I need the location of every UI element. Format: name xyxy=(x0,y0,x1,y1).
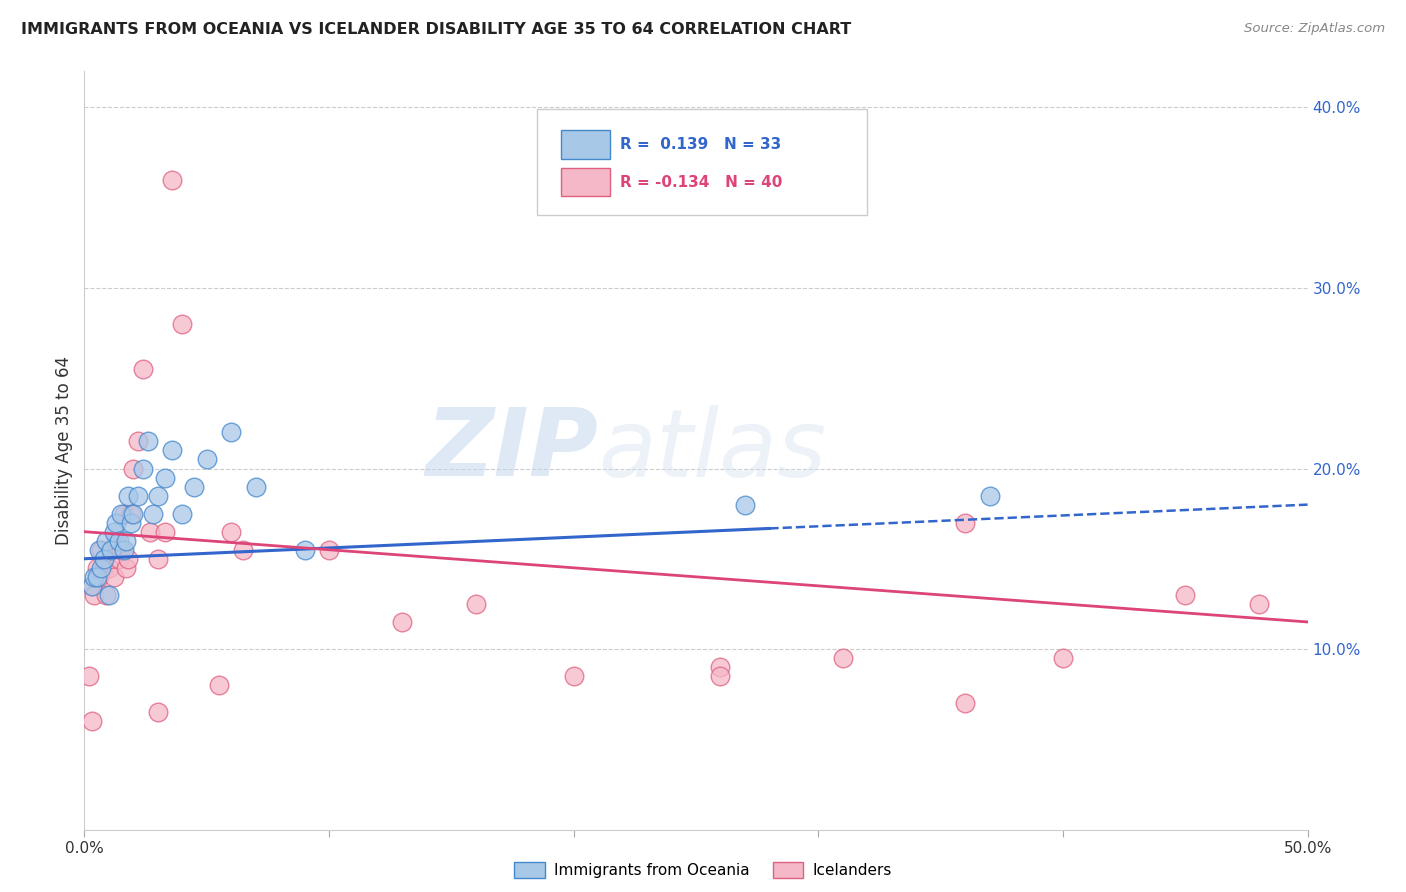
Point xyxy=(153,470,176,484)
Point xyxy=(110,507,132,521)
Point xyxy=(172,507,194,521)
Point xyxy=(112,542,135,557)
Point xyxy=(115,533,138,548)
Point xyxy=(1174,588,1197,602)
Point xyxy=(318,542,340,557)
Point xyxy=(83,570,105,584)
Point xyxy=(107,551,129,566)
Text: atlas: atlas xyxy=(598,405,827,496)
Point xyxy=(105,516,128,530)
Point xyxy=(80,579,103,593)
Legend: Immigrants from Oceania, Icelanders: Immigrants from Oceania, Icelanders xyxy=(508,856,898,884)
Point xyxy=(245,479,267,493)
Point xyxy=(709,669,731,683)
Point xyxy=(117,551,139,566)
Point xyxy=(146,551,169,566)
Point xyxy=(1052,651,1074,665)
Point xyxy=(90,542,112,557)
Point xyxy=(132,362,155,376)
Point xyxy=(86,561,108,575)
Point xyxy=(953,516,976,530)
Text: R =  0.139   N = 33: R = 0.139 N = 33 xyxy=(620,136,782,152)
Point xyxy=(87,570,110,584)
Point xyxy=(77,669,100,683)
Point xyxy=(115,561,138,575)
Point xyxy=(100,542,122,557)
Point xyxy=(136,434,159,449)
Point xyxy=(103,524,125,539)
Text: IMMIGRANTS FROM OCEANIA VS ICELANDER DISABILITY AGE 35 TO 64 CORRELATION CHART: IMMIGRANTS FROM OCEANIA VS ICELANDER DIS… xyxy=(21,22,852,37)
Point xyxy=(139,524,162,539)
Point xyxy=(100,542,122,557)
Y-axis label: Disability Age 35 to 64: Disability Age 35 to 64 xyxy=(55,356,73,545)
Point xyxy=(93,551,115,566)
Point xyxy=(127,489,149,503)
Point xyxy=(112,507,135,521)
Point xyxy=(953,696,976,710)
Point xyxy=(96,533,118,548)
Point xyxy=(831,651,853,665)
Point xyxy=(122,461,145,475)
Point xyxy=(80,714,103,729)
Point xyxy=(219,425,242,440)
Point xyxy=(979,489,1001,503)
Point xyxy=(1247,597,1270,611)
Text: Source: ZipAtlas.com: Source: ZipAtlas.com xyxy=(1244,22,1385,36)
Point xyxy=(127,434,149,449)
Point xyxy=(391,615,413,629)
Point xyxy=(120,507,142,521)
Point xyxy=(87,542,110,557)
Point xyxy=(80,579,103,593)
Bar xyxy=(561,168,610,196)
Point xyxy=(107,533,129,548)
Point xyxy=(183,479,205,493)
Point xyxy=(562,669,585,683)
Point xyxy=(464,597,486,611)
Point xyxy=(93,561,115,575)
Point xyxy=(122,507,145,521)
Point xyxy=(120,516,142,530)
Point xyxy=(117,489,139,503)
Point xyxy=(146,489,169,503)
Point xyxy=(294,542,316,557)
Point xyxy=(96,588,118,602)
Point xyxy=(132,461,155,475)
Point xyxy=(172,317,194,331)
Point xyxy=(232,542,254,557)
Point xyxy=(110,542,132,557)
FancyBboxPatch shape xyxy=(537,110,868,216)
Text: ZIP: ZIP xyxy=(425,404,598,497)
Point xyxy=(90,561,112,575)
Point xyxy=(153,524,176,539)
Point xyxy=(83,588,105,602)
Point xyxy=(709,660,731,674)
Point xyxy=(97,588,120,602)
Point xyxy=(219,524,242,539)
Point xyxy=(162,443,184,458)
Bar xyxy=(561,129,610,159)
Point xyxy=(142,507,165,521)
Point xyxy=(105,533,128,548)
Point xyxy=(103,570,125,584)
Point xyxy=(208,678,231,692)
Point xyxy=(146,705,169,719)
Point xyxy=(86,570,108,584)
Point xyxy=(734,498,756,512)
Point xyxy=(162,172,184,186)
Point xyxy=(195,452,218,467)
Text: R = -0.134   N = 40: R = -0.134 N = 40 xyxy=(620,175,783,190)
Point xyxy=(97,561,120,575)
